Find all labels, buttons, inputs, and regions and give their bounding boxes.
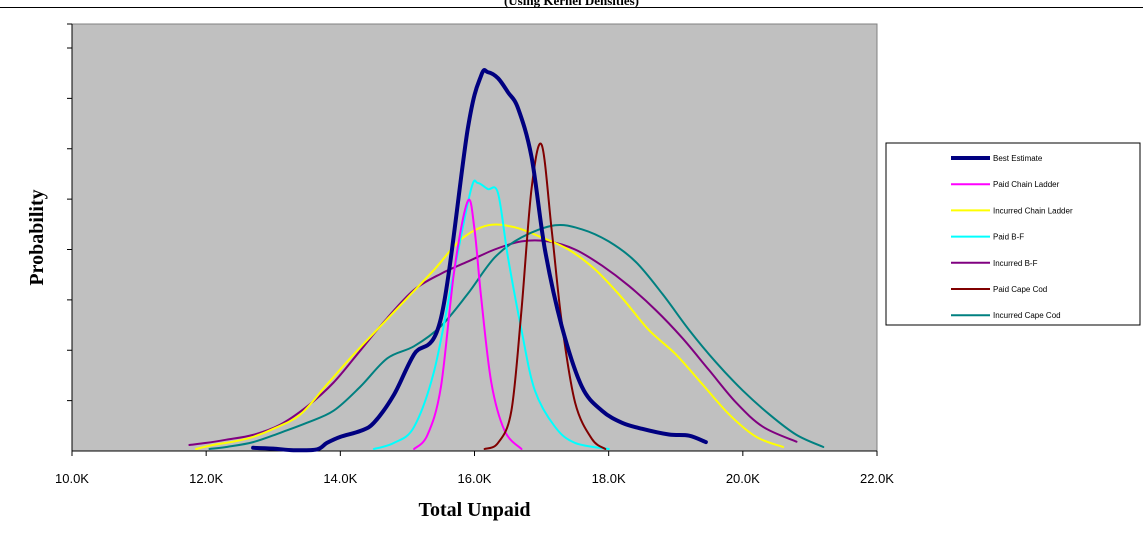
x-tick-label: 16.0K: [458, 471, 492, 486]
y-axis-title: Probability: [26, 189, 48, 285]
x-tick-label: 20.0K: [726, 471, 760, 486]
series-line-paid-chain-ladder: [413, 198, 523, 450]
x-tick-label: 10.0K: [55, 471, 89, 486]
legend-label-incurred-b-f: Incurred B-F: [993, 259, 1038, 268]
x-tick-label: 12.0K: [189, 471, 223, 486]
series-line-paid-b-f: [372, 179, 610, 450]
series-line-best-estimate: [251, 68, 708, 453]
series-line-paid-cape-cod: [483, 142, 607, 450]
chart-subtitle: (Using Kernel Densities): [503, 0, 640, 8]
legend-label-incurred-cape-cod: Incurred Cape Cod: [993, 311, 1061, 320]
x-tick-label: 22.0K: [860, 471, 894, 486]
legend-box: [885, 142, 1141, 326]
legend-label-paid-chain-ladder: Paid Chain Ladder: [993, 180, 1060, 189]
legend-label-best-estimate: Best Estimate: [993, 154, 1043, 163]
top-rule: [0, 7, 1143, 8]
legend-label-incurred-chain-ladder: Incurred Chain Ladder: [993, 206, 1073, 215]
legend-label-paid-b-f: Paid B-F: [993, 233, 1024, 242]
x-tick-label: 14.0K: [323, 471, 357, 486]
series-line-incurred-cape-cod: [208, 223, 825, 450]
x-axis-title: Total Unpaid: [418, 499, 530, 521]
x-tick-label: 18.0K: [592, 471, 626, 486]
legend-label-paid-cape-cod: Paid Cape Cod: [993, 285, 1047, 294]
